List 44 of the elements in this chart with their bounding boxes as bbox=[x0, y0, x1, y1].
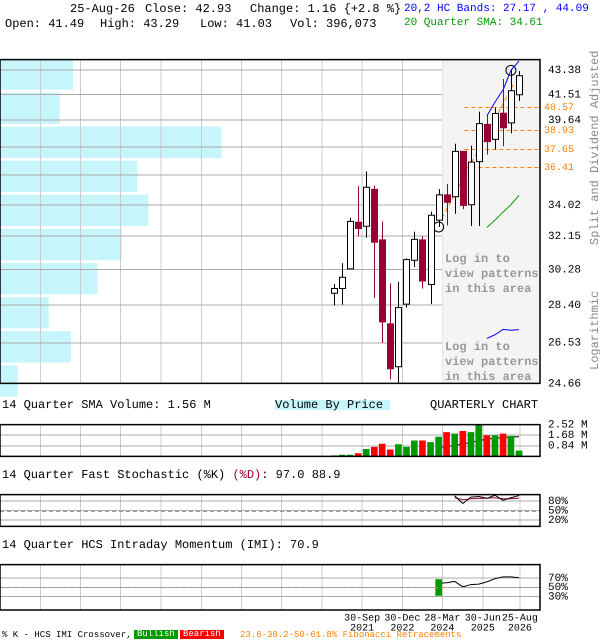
y-tick-label: 39.64 bbox=[548, 114, 582, 127]
x-tick-label: 25-Aug 2026 bbox=[502, 614, 538, 635]
y-tick-label: 0.84 M bbox=[548, 440, 588, 453]
text: Vol: 396,073 bbox=[290, 17, 376, 31]
annotation: Log in to view patterns in this area bbox=[445, 252, 540, 297]
text: (%D) bbox=[232, 468, 262, 482]
y-tick-label: 41.51 bbox=[548, 89, 582, 102]
y-tick-label: 34.02 bbox=[548, 200, 582, 212]
text: Change: 1.16 {+2.8 %} bbox=[250, 2, 402, 16]
y-tick-label: 30.28 bbox=[548, 264, 582, 276]
ref-line-label: 36.41 bbox=[544, 163, 574, 174]
chart-title: 14 Quarter Fast Stochastic bbox=[2, 468, 190, 482]
y-tick-label: 1.68 M bbox=[548, 430, 588, 442]
text: High: 43.29 bbox=[100, 17, 180, 31]
annotation: Log in to view patterns in this area bbox=[445, 340, 540, 385]
text: % K - HCS IMI Crossover, bbox=[2, 630, 132, 640]
text: Low: 41.03 bbox=[200, 17, 272, 31]
ref-line-label: 38.93 bbox=[544, 126, 574, 138]
y-tick-label: 32.15 bbox=[548, 231, 582, 244]
text: Bearish bbox=[180, 629, 224, 639]
text: 20,2 HC Bands: 27.17 , 44.09 bbox=[404, 2, 589, 16]
y-tick-label: 2.52 M bbox=[548, 420, 588, 432]
x-tick-label: 30-Jun 2025 bbox=[464, 614, 501, 635]
text: Open: 41.49 bbox=[5, 17, 84, 31]
y-tick-label: 20% bbox=[548, 514, 568, 527]
y-tick-label: 24.66 bbox=[548, 378, 582, 390]
text: Bullish bbox=[134, 629, 178, 639]
text: 25-Aug-26 bbox=[70, 2, 135, 16]
text: (%K) bbox=[196, 468, 226, 482]
text: 23.6-38.2-50-61.8% Fibonacci Retracements bbox=[240, 630, 462, 640]
text: : 97.0 bbox=[261, 468, 304, 482]
y-tick-label: 26.53 bbox=[548, 338, 582, 350]
ref-line-label: 37.65 bbox=[544, 145, 574, 156]
ref-line-label: 40.57 bbox=[544, 103, 574, 114]
text: 20 Quarter SMA: 34.61 bbox=[404, 16, 544, 30]
text: QUARTERLY CHART bbox=[430, 398, 538, 412]
chart-title: 14 Quarter SMA Volume: 1.56 M bbox=[2, 398, 211, 412]
text: Close: 42.93 bbox=[145, 2, 232, 16]
text: 88.9 bbox=[312, 468, 340, 482]
y-tick-label: 30% bbox=[548, 591, 568, 604]
text: Volume By Price bbox=[275, 398, 390, 412]
y-tick-label: 28.40 bbox=[548, 300, 582, 312]
chart-title: 14 Quarter HCS Intraday Momentum (IMI): 70.9 bbox=[2, 538, 319, 552]
y-tick-label: 43.38 bbox=[548, 64, 582, 77]
